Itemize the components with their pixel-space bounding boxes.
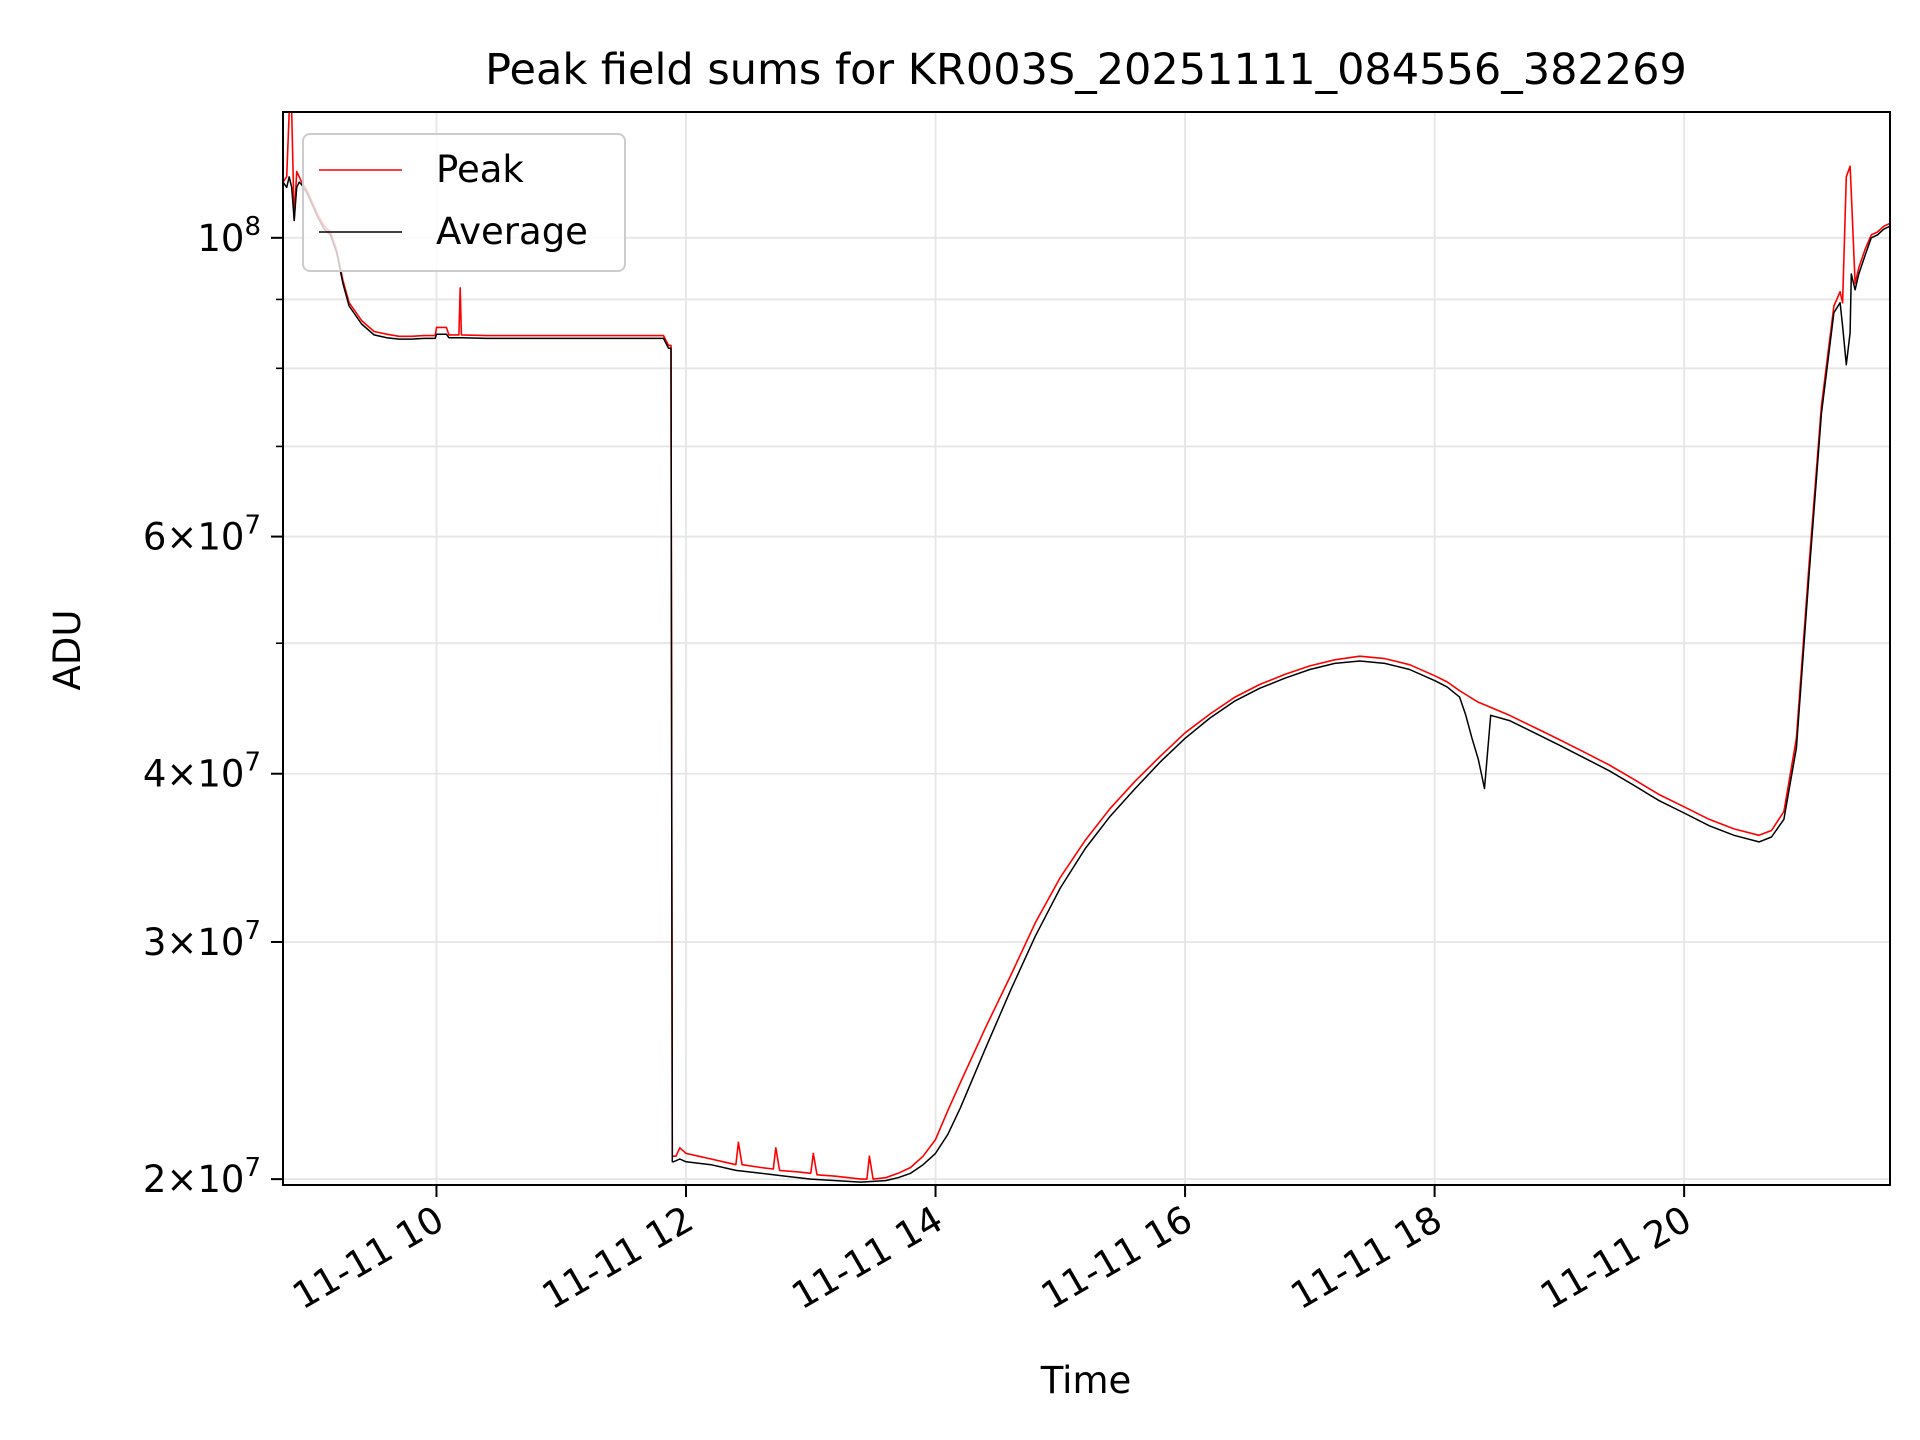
grid <box>283 112 1890 1185</box>
legend-box <box>302 133 626 272</box>
y-tick-label: 4×107 <box>143 748 261 796</box>
legend: Peak Average <box>302 133 626 272</box>
legend-label-peak: Peak <box>436 148 524 191</box>
y-axis-ticks: 2×107 3×107 4×107 6×107 108 <box>143 212 283 1201</box>
y-tick-label: 2×107 <box>143 1153 261 1201</box>
y-axis-label: ADU <box>46 610 89 691</box>
plot-area <box>283 112 1890 1183</box>
y-tick-label: 3×107 <box>143 916 261 964</box>
y-tick-label: 108 <box>197 212 261 260</box>
series-line-peak <box>283 112 1890 1180</box>
series-group <box>283 112 1890 1183</box>
legend-label-average: Average <box>436 210 588 253</box>
plot-frame <box>282 111 1891 1186</box>
series-line-average <box>283 176 1890 1183</box>
chart-title: Peak field sums for KR003S_20251111_0845… <box>485 45 1687 95</box>
y-tick-label: 6×107 <box>143 511 261 559</box>
x-axis-label: Time <box>1040 1359 1132 1402</box>
